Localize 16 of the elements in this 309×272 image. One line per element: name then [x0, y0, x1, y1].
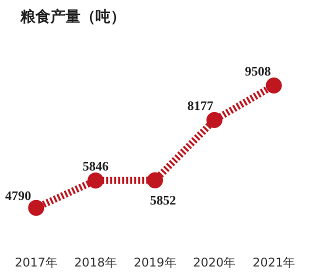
point: [28, 200, 44, 216]
data-label: 4790: [5, 188, 32, 203]
x-tick-label: 2021年: [252, 256, 296, 270]
data-label: 5852: [150, 192, 176, 208]
point: [206, 112, 222, 128]
point: [266, 78, 282, 94]
x-tick-label: 2019年: [134, 256, 176, 270]
point: [88, 172, 104, 188]
data-label: 9508: [244, 64, 272, 79]
chart-title: 粮食产量（吨）: [20, 8, 126, 26]
point: [147, 172, 163, 188]
data-label: 8177: [187, 98, 214, 114]
x-tick-label: 2017年: [14, 256, 58, 270]
x-tick-label: 2020年: [193, 256, 236, 270]
x-tick-label: 2018年: [74, 256, 117, 270]
data-label: 5846: [82, 158, 110, 174]
